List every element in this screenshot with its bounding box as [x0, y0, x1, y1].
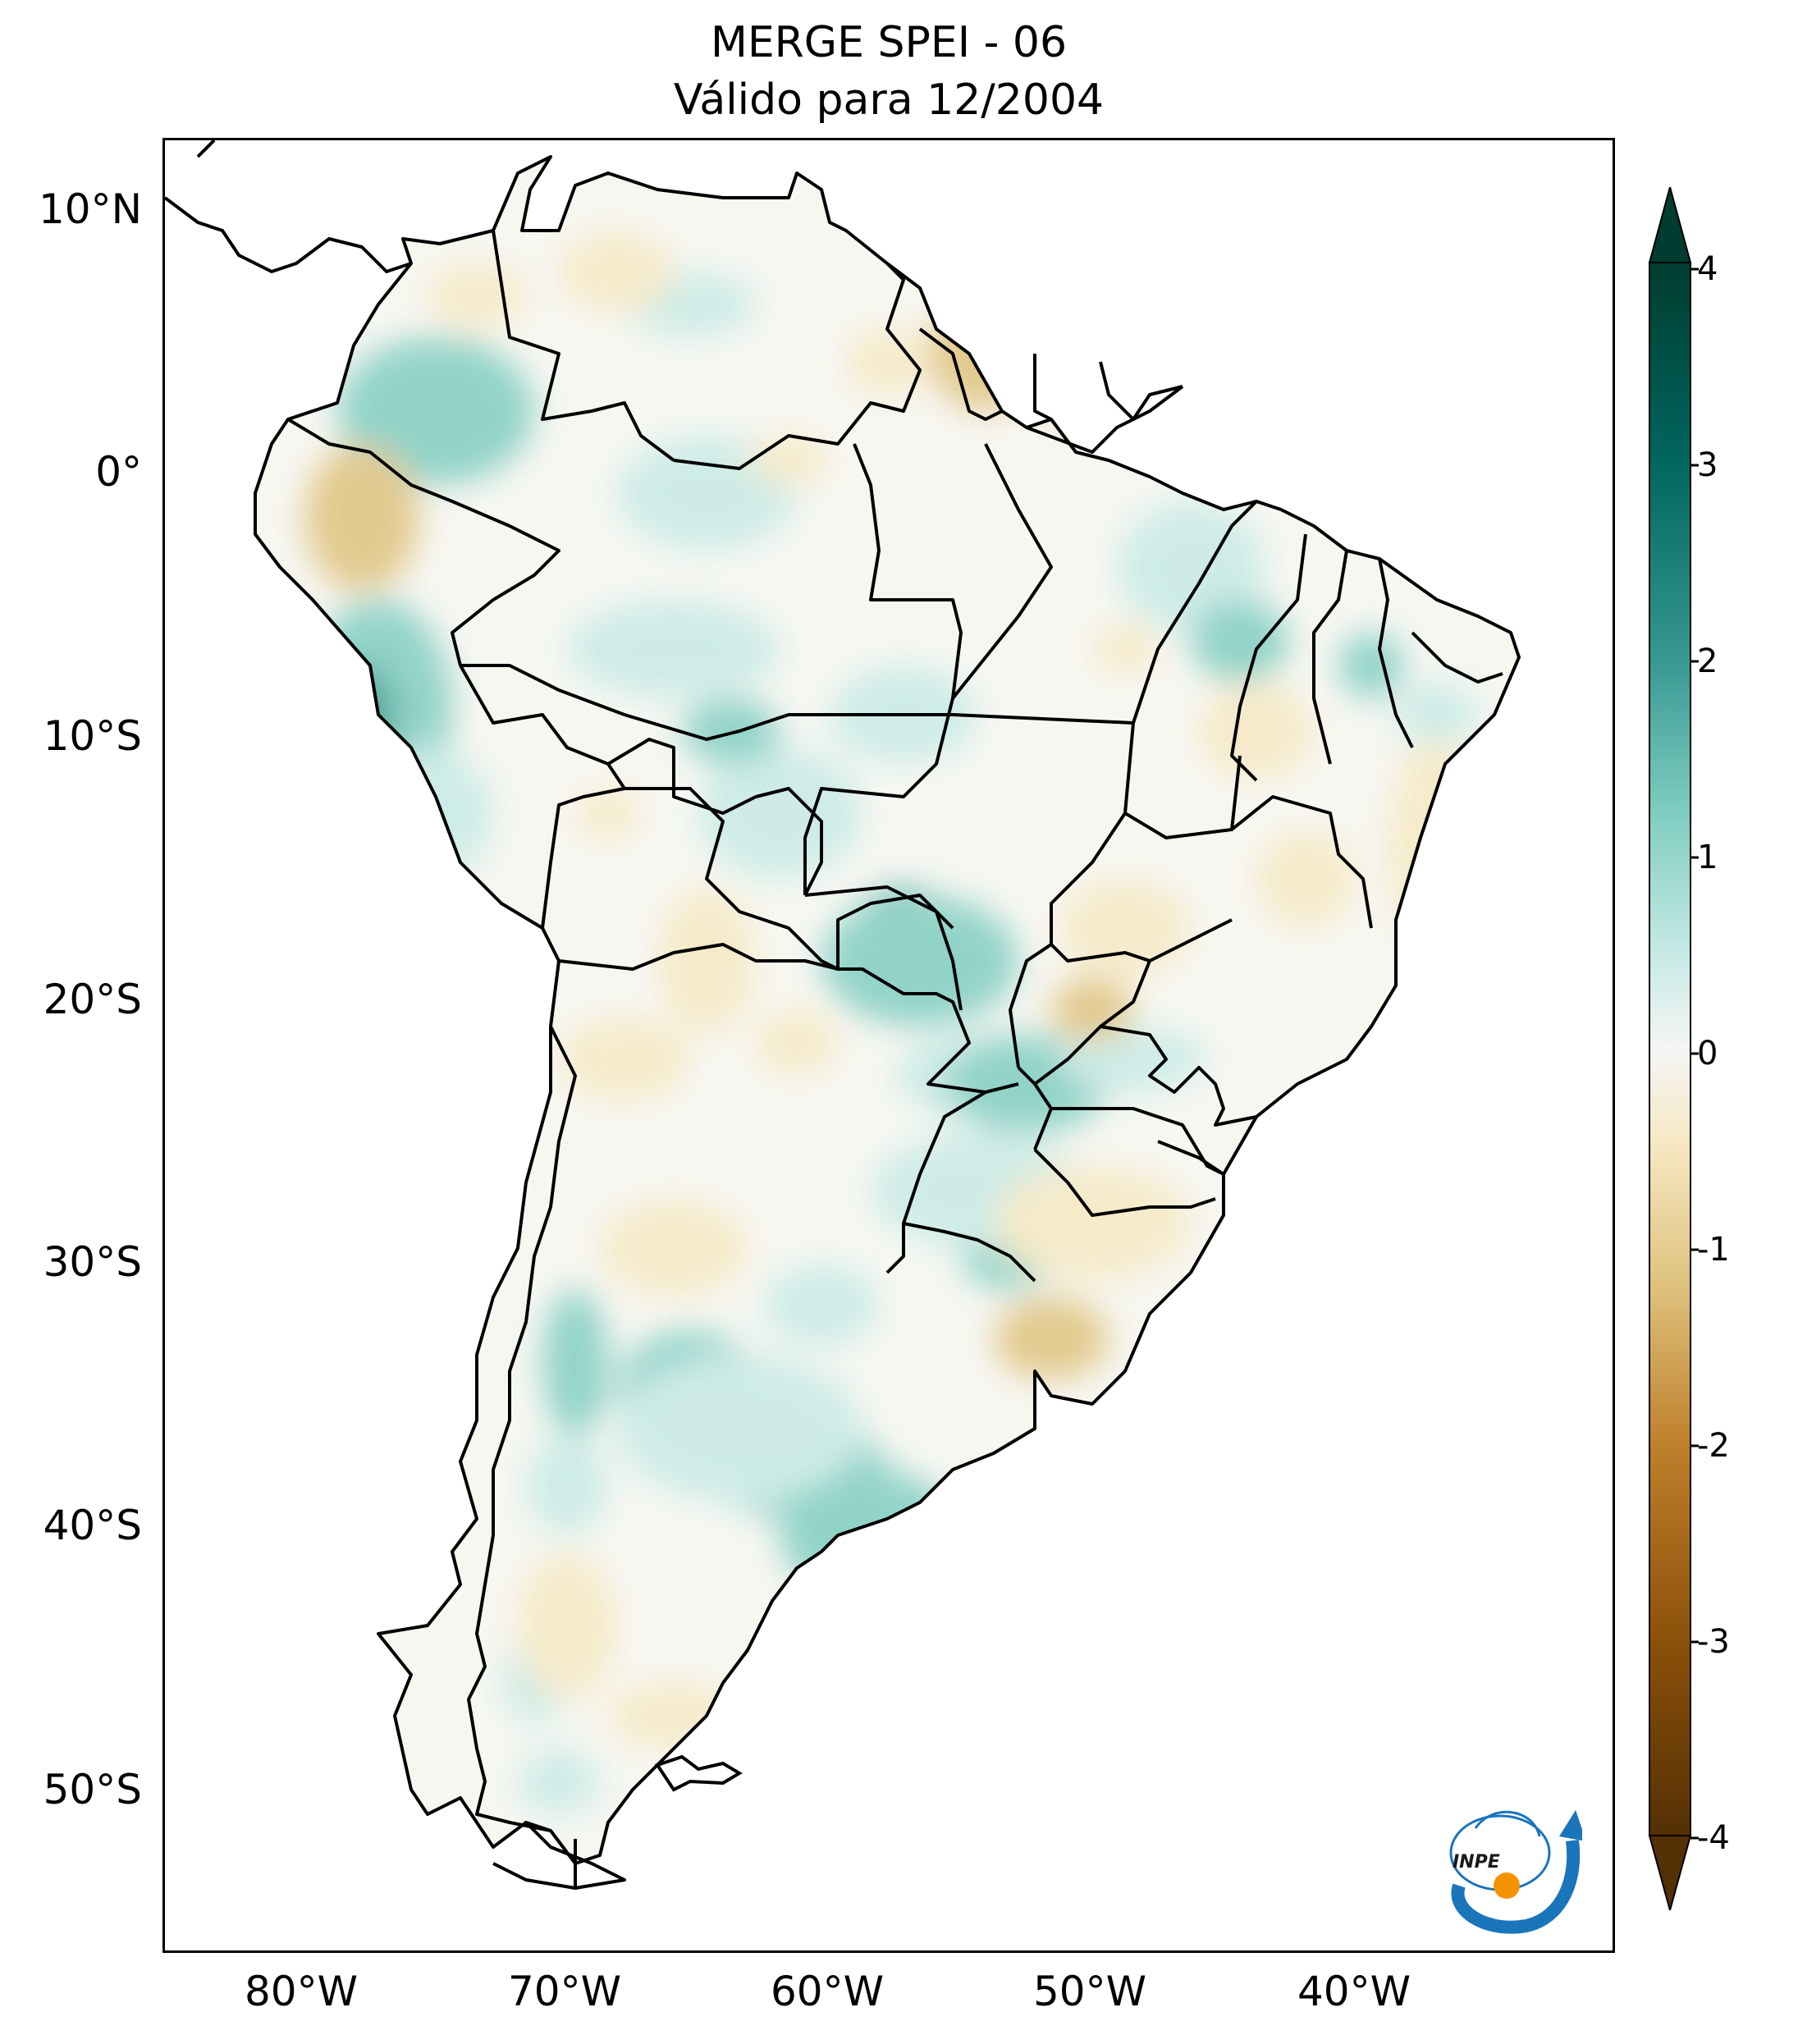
south-america-map [165, 140, 1521, 1890]
lon-tick-label: 80°W [244, 1968, 359, 2015]
colorbar-tick-label: 2 [1697, 642, 1718, 680]
map-title: MERGE SPEI - 06 [710, 18, 1068, 67]
inpe-logo: INPE [1449, 1810, 1582, 1934]
lon-tick-label: 50°W [1032, 1968, 1147, 2015]
map-panel [162, 138, 1615, 1953]
lat-tick-label: 50°S [43, 1766, 142, 1813]
lat-tick-label: 20°S [43, 976, 142, 1023]
map-subtitle: Válido para 12/2004 [673, 75, 1105, 125]
colorbar-tick-label: 4 [1697, 250, 1718, 288]
lon-tick-label: 60°W [770, 1968, 885, 2015]
lat-tick-label: 0° [95, 448, 142, 496]
logo-text: INPE [1453, 1852, 1500, 1873]
colorbar-ramp [1649, 262, 1691, 1836]
colorbar-tick-label: -4 [1697, 1819, 1730, 1857]
colorbar-tick-label: 3 [1697, 446, 1718, 484]
lat-tick-label: 30°S [43, 1238, 142, 1286]
lat-tick-label: 40°S [43, 1502, 142, 1549]
colorbar-extend-max [1648, 187, 1692, 263]
colorbar-tick-label: -2 [1697, 1427, 1730, 1465]
colorbar-tick-label: 0 [1697, 1035, 1718, 1072]
colorbar-tick-label: 1 [1697, 839, 1718, 876]
country-borders [165, 140, 1521, 1890]
lat-tick-label: 10°N [38, 185, 142, 233]
colorbar [1648, 187, 1699, 1910]
lon-tick-label: 70°W [507, 1968, 622, 2015]
colorbar-tick-label: -3 [1697, 1623, 1730, 1661]
lon-tick-label: 40°W [1297, 1968, 1411, 2015]
colorbar-ticks [1690, 268, 1699, 1840]
lat-tick-label: 10°S [43, 712, 142, 760]
colorbar-extend-min [1648, 1835, 1692, 1910]
colorbar-tick-label: -1 [1697, 1231, 1730, 1269]
falkland-islands [654, 1754, 743, 1792]
